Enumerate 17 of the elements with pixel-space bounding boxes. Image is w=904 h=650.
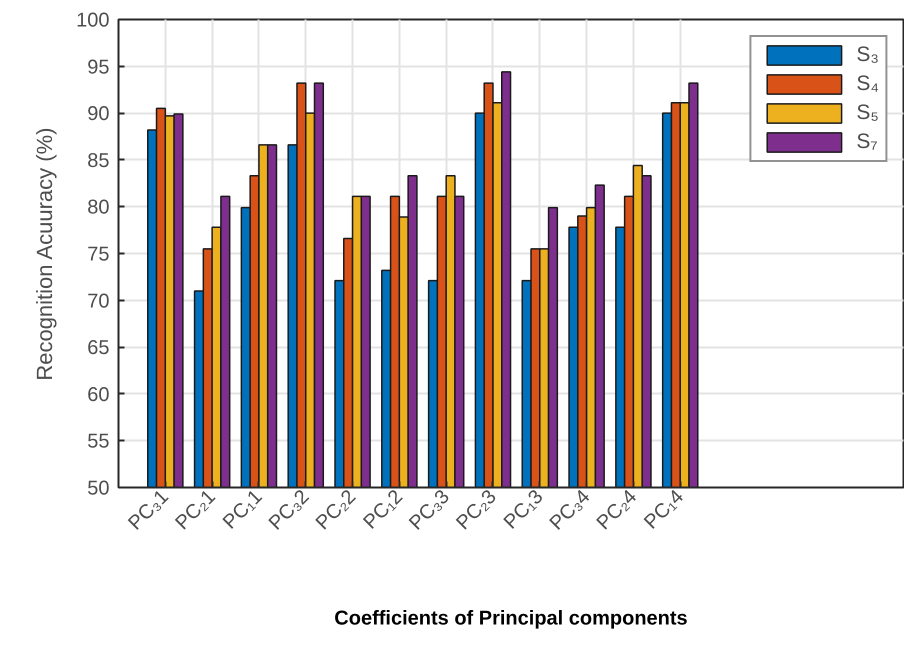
y-tick-label: 70 [87,290,110,312]
y-tick-label: 75 [87,244,110,266]
y-tick-label: 50 [87,478,110,500]
legend-label: S₃ [856,43,879,67]
y-tick-label: 80 [87,196,110,219]
y-tick-label: 60 [87,384,110,406]
legend-label: S₄ [856,72,879,96]
legend-label: S₇ [856,130,878,154]
y-axis-title: Recognition Acuuracy (%) [32,128,58,381]
y-tick-label: 90 [87,103,110,126]
x-axis-title: Coefficients of Principal components [334,607,688,630]
y-tick-label: 95 [87,56,110,78]
legend-label: S₅ [856,101,879,125]
y-tick-label: 65 [87,337,110,360]
y-tick-label: 55 [87,430,110,453]
y-tick-label: 85 [87,150,110,172]
y-tick-label: 100 [76,10,110,32]
